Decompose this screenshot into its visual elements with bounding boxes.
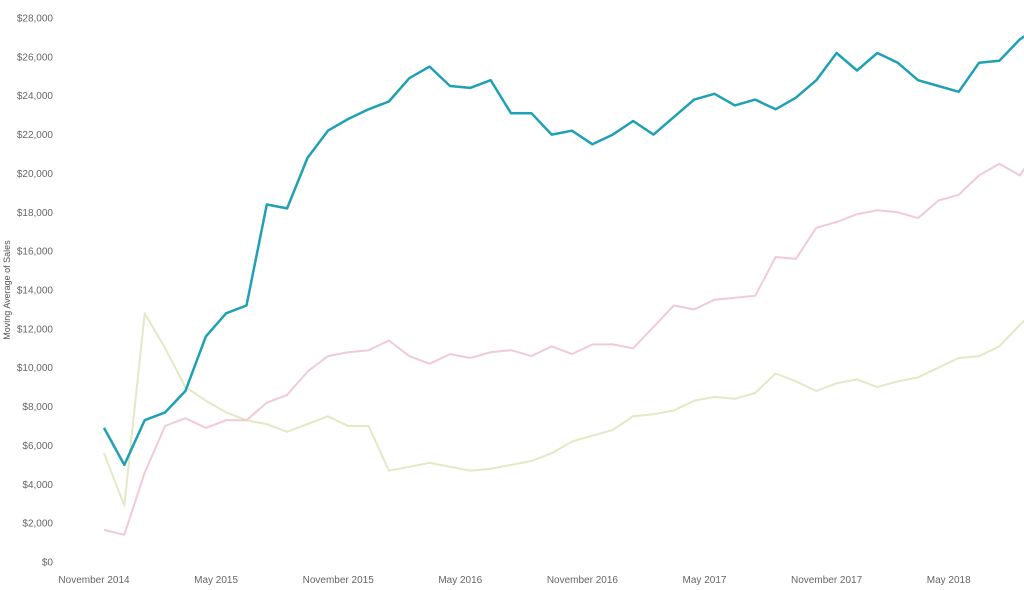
y-tick-label: $8,000	[22, 402, 53, 413]
y-tick-label: $28,000	[17, 14, 54, 25]
y-tick-label: $4,000	[22, 480, 53, 491]
y-tick-label: $6,000	[22, 441, 53, 452]
x-tick-label: May 2016	[438, 575, 482, 586]
x-tick-label: November 2016	[547, 575, 619, 586]
x-tick-label: November 2014	[58, 575, 130, 586]
y-tick-label: $22,000	[17, 130, 54, 141]
y-tick-label: $12,000	[17, 324, 54, 335]
x-tick-label: May 2017	[683, 575, 727, 586]
y-tick-label: $18,000	[17, 208, 54, 219]
x-tick-label: May 2018	[927, 575, 971, 586]
y-tick-label: $14,000	[17, 286, 54, 297]
x-tick-label: November 2017	[791, 575, 863, 586]
y-tick-label: $16,000	[17, 247, 54, 258]
x-tick-label: November 2015	[303, 575, 375, 586]
y-tick-label: $2,000	[22, 519, 53, 530]
y-axis: $0 $2,000 $4,000 $6,000 $8,000 $10,000 $12,000…	[17, 14, 54, 569]
x-tick-label: May 2015	[194, 575, 238, 586]
y-axis-title: Moving Average of Sales	[2, 240, 12, 340]
y-tick-label: $24,000	[17, 91, 54, 102]
series-line-1	[102, 35, 1024, 467]
y-tick-label: $10,000	[17, 363, 54, 374]
y-tick-label: $20,000	[17, 169, 54, 180]
y-tick-label: $26,000	[17, 52, 54, 63]
series-line-3	[103, 312, 1024, 507]
series-lines	[102, 35, 1024, 536]
y-tick-label: $0	[42, 558, 54, 569]
series-line-2	[103, 162, 1024, 536]
x-axis: November 2014 May 2015 November 2015 May 20…	[58, 575, 971, 586]
